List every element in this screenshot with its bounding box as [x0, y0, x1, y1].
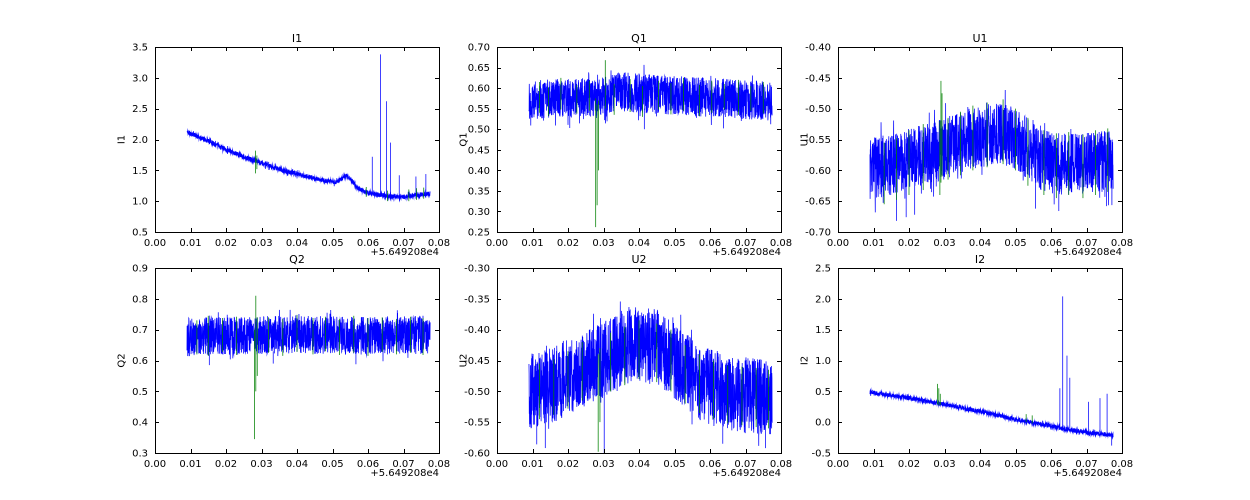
plot-canvas-u1 — [794, 11, 1136, 269]
x-offset-label: +5.649208e4 — [712, 468, 781, 479]
y-axis-label: Q1 — [458, 132, 470, 147]
plot-title: I2 — [974, 253, 986, 266]
plot-canvas-i1 — [111, 11, 453, 269]
plot-title: U1 — [972, 32, 988, 45]
subplot-i1: I1 I1 +5.649208e4 — [111, 11, 453, 269]
plot-canvas-q1 — [453, 11, 795, 269]
x-offset-label: +5.649208e4 — [370, 468, 439, 479]
x-offset-label: +5.649208e4 — [1053, 468, 1122, 479]
y-axis-label: U1 — [799, 132, 811, 147]
subplot-u1: U1 U1 +5.649208e4 — [794, 11, 1136, 269]
y-axis-label: I2 — [799, 355, 811, 366]
plot-title: I1 — [291, 32, 303, 45]
y-axis-label: I1 — [116, 134, 128, 145]
y-axis-label: Q2 — [116, 353, 128, 368]
plot-canvas-i2 — [794, 232, 1136, 490]
y-axis-label: U2 — [458, 353, 470, 368]
plot-title: U2 — [631, 253, 647, 266]
subplot-q2: Q2 Q2 +5.649208e4 — [111, 232, 453, 490]
plot-title: Q2 — [289, 253, 305, 266]
subplot-i2: I2 I2 +5.649208e4 — [794, 232, 1136, 490]
subplot-q1: Q1 Q1 +5.649208e4 — [453, 11, 795, 269]
subplot-u2: U2 U2 +5.649208e4 — [453, 232, 795, 490]
plot-canvas-q2 — [111, 232, 453, 490]
plot-canvas-u2 — [453, 232, 795, 490]
plot-title: Q1 — [631, 32, 647, 45]
